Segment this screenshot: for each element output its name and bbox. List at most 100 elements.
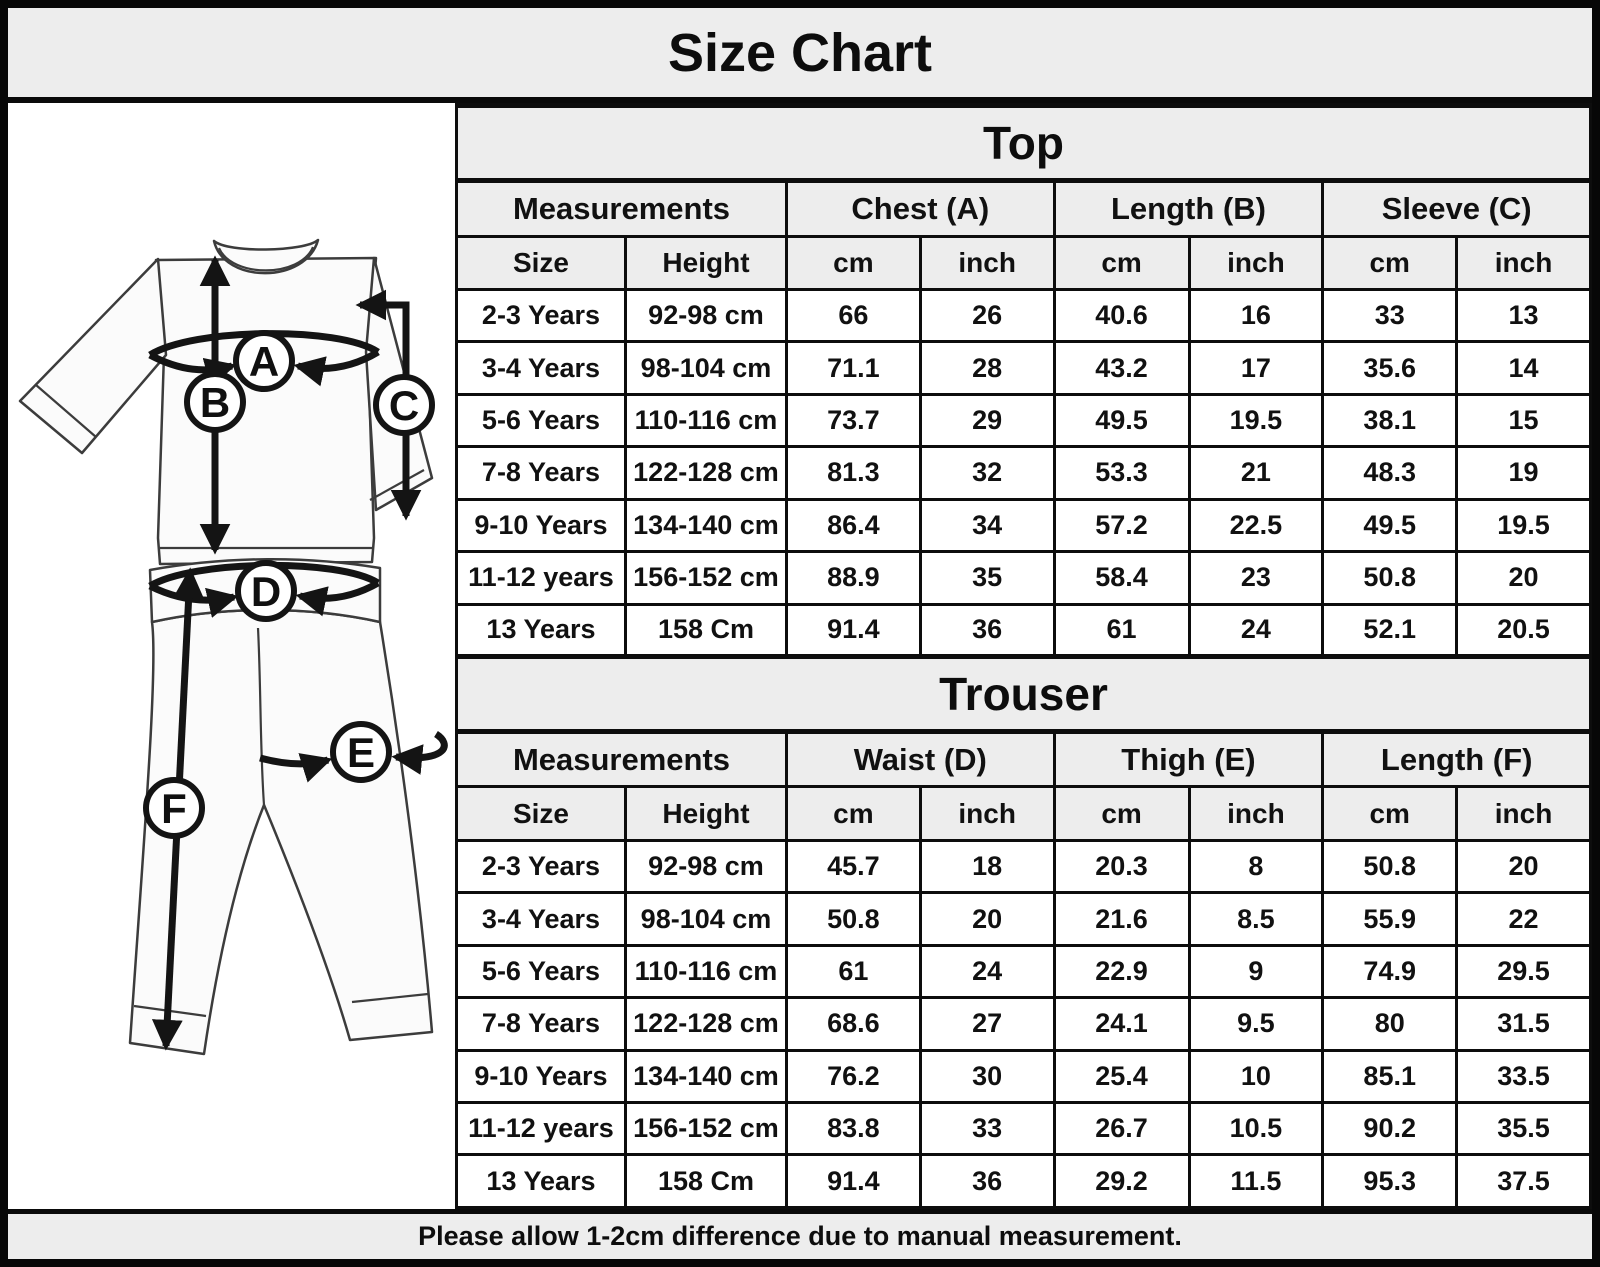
column-group-header: Length (F) [1321,729,1592,789]
table-cell: 45.7 [784,838,922,895]
table-row: Top [455,103,1592,183]
table-cell: 19 [1455,445,1592,501]
column-group-header: Waist (D) [784,729,1056,789]
table-cell: 40.6 [1052,287,1191,344]
column-subheader: cm [784,234,922,292]
table-cell: 53.3 [1052,445,1191,501]
table-cell: 22.5 [1187,497,1325,554]
badge-d-label: D [251,568,281,615]
pajama-measurement-diagram: A B C D E F [18,238,448,1056]
badge-f-circle [143,777,205,839]
chest-a-left-arrow [148,351,237,388]
table-cell: 156-152 cm [623,1101,788,1157]
table-row: Measurements Chest (A) Length (B) Sleeve… [455,178,1592,238]
table-cell: 58.4 [1052,550,1191,606]
waist-d-right-arrow [295,579,380,617]
table-cell: 19.5 [1187,392,1325,449]
pajama-illustration-panel: A B C D E F [8,103,455,1209]
thigh-e-left-arrow [259,753,333,783]
table-cell: 22.9 [1052,943,1191,1000]
table-cell: 134-140 cm [623,497,788,554]
table-cell: 5-6 Years [455,392,627,449]
table-cell: 9.5 [1187,996,1325,1052]
table-cell: 7-8 Years [455,996,627,1052]
table-row: 13 Years 158 Cm 91.4 36 61 24 52.1 20.5 [455,602,1592,658]
table-row: 11-12 years 156-152 cm 83.8 33 26.7 10.5… [455,1101,1592,1157]
table-cell: 98-104 cm [623,891,788,947]
table-cell: 50.8 [1321,838,1459,895]
table-cell: 55.9 [1321,891,1459,947]
table-cell: 19.5 [1455,497,1592,554]
table-cell: 24 [918,943,1056,1000]
table-cell: 5-6 Years [455,943,627,1000]
badge-b-label: B [200,379,230,426]
table-cell: 57.2 [1052,497,1191,554]
table-cell: 43.2 [1052,340,1191,396]
table-cell: 88.9 [784,550,922,606]
badge-c-circle [373,374,435,436]
table-cell: 11.5 [1187,1153,1325,1209]
table-cell: 29.5 [1455,943,1592,1000]
badge-a-label: A [249,338,279,385]
thigh-e-right-arrow [391,731,448,775]
table-cell: 25.4 [1052,1048,1191,1105]
table-row: 9-10 Years 134-140 cm 86.4 34 57.2 22.5 … [455,497,1592,554]
table-row: 13 Years 158 Cm 91.4 36 29.2 11.5 95.3 3… [455,1153,1592,1209]
table-cell: 30 [918,1048,1056,1105]
table-cell: 156-152 cm [623,550,788,606]
badge-d-circle [235,560,297,622]
column-group-header: Length (B) [1052,178,1325,238]
table-row: Measurements Waist (D) Thigh (E) Length … [455,729,1592,789]
table-cell: 61 [1052,602,1191,658]
table-cell: 28 [918,340,1056,396]
table-cell: 80 [1321,996,1459,1052]
table-cell: 22 [1455,891,1592,947]
table-cell: 35 [918,550,1056,606]
section-title-trouser: Trouser [455,653,1592,734]
table-cell: 36 [918,1153,1056,1209]
table-cell: 23 [1187,550,1325,606]
table-cell: 91.4 [784,602,922,658]
table-cell: 71.1 [784,340,922,396]
table-cell: 10.5 [1187,1101,1325,1157]
table-cell: 134-140 cm [623,1048,788,1105]
table-cell: 76.2 [784,1048,922,1105]
table-cell: 18 [918,838,1056,895]
badge-a-circle [233,330,295,392]
table-cell: 13 Years [455,1153,627,1209]
table-cell: 158 Cm [623,1153,788,1209]
table-cell: 20 [1455,550,1592,606]
column-group-header: Measurements [455,178,788,238]
table-cell: 83.8 [784,1101,922,1157]
table-row: 7-8 Years 122-128 cm 68.6 27 24.1 9.5 80… [455,996,1592,1052]
table-cell: 7-8 Years [455,445,627,501]
table-cell: 33 [918,1101,1056,1157]
column-subheader: cm [1321,785,1459,842]
table-cell: 8 [1187,838,1325,895]
table-cell: 49.5 [1052,392,1191,449]
table-cell: 34 [918,497,1056,554]
table-cell: 33.5 [1455,1048,1592,1105]
table-cell: 20.5 [1455,602,1592,658]
table-cell: 95.3 [1321,1153,1459,1209]
column-subheader: inch [1187,234,1325,292]
table-cell: 26 [918,287,1056,344]
table-row: Trouser [455,653,1592,734]
size-tables-panel: Top Measurements Chest (A) Length (B) Sl… [455,103,1592,1209]
table-cell: 66 [784,287,922,344]
table-cell: 50.8 [1321,550,1459,606]
table-row: 5-6 Years 110-116 cm 73.7 29 49.5 19.5 3… [455,392,1592,449]
column-subheader: cm [1052,785,1191,842]
table-cell: 20.3 [1052,838,1191,895]
table-cell: 49.5 [1321,497,1459,554]
page-title: Size Chart [667,22,933,83]
table-cell: 48.3 [1321,445,1459,501]
column-subheader: inch [1187,785,1325,842]
sleeve-c-arrow [355,289,422,521]
column-subheader: cm [1321,234,1459,292]
table-cell: 2-3 Years [455,287,627,344]
table-cell: 26.7 [1052,1101,1191,1157]
table-cell: 110-116 cm [623,943,788,1000]
measure-badges: A B C D E F [143,330,435,839]
